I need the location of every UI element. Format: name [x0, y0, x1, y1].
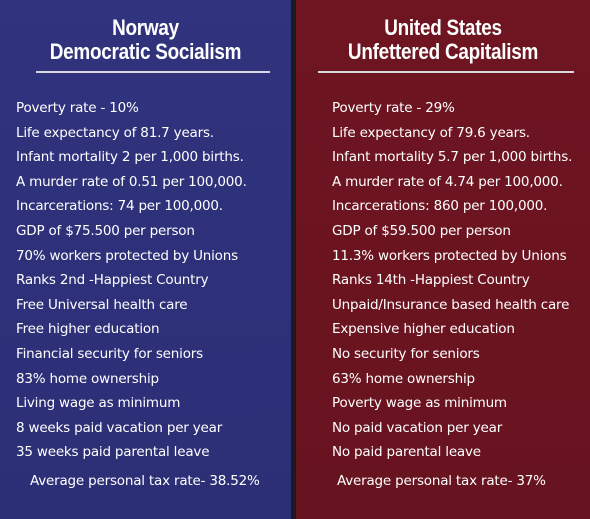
norway-stat-item: GDP of $75.500 per person	[16, 222, 195, 239]
norway-title-country: Norway	[112, 15, 179, 40]
us-stat-item: Ranks 14th -Happiest Country	[332, 272, 530, 289]
us-stat-item: 11.3% workers protected by Unions	[332, 247, 567, 264]
norway-stat-item: 83% home ownership	[16, 370, 159, 387]
norway-stat-item: 8 weeks paid vacation per year	[16, 419, 223, 436]
norway-title-underline	[36, 71, 270, 73]
us-stat-item: Poverty rate - 29%	[332, 100, 455, 116]
us-stat-item: No paid parental leave	[332, 444, 481, 461]
norway-stat-item: A murder rate of 0.51 per 100,000.	[16, 173, 247, 190]
panel-divider	[291, 0, 296, 519]
us-stat-item: Incarcerations: 860 per 100,000.	[332, 198, 548, 215]
us-title-country: United States	[384, 15, 502, 40]
norway-stat-item: Life expectancy of 81.7 years.	[16, 124, 214, 141]
us-stat-item: Unpaid/Insurance based health care	[332, 296, 570, 313]
norway-title-system: Democratic Socialism	[49, 39, 242, 64]
norway-stat-item: Financial security for seniors	[16, 345, 203, 362]
us-tax-rate: Average personal tax rate- 37%	[337, 473, 546, 489]
us-stats-list: Poverty rate - 29% Life expectancy of 79…	[332, 96, 572, 465]
us-title-system: Unfettered Capitalism	[347, 39, 539, 64]
norway-tax-rate: Average personal tax rate- 38.52%	[30, 473, 260, 489]
us-stat-item: Life expectancy of 79.6 years.	[332, 124, 530, 141]
us-stat-item: Infant mortality 5.7 per 1,000 births.	[332, 149, 573, 166]
us-title-underline	[318, 71, 574, 73]
us-stat-item: A murder rate of 4.74 per 100,000.	[332, 173, 563, 190]
norway-stat-item: Living wage as minimum	[16, 395, 181, 412]
us-stat-item: Poverty wage as minimum	[332, 395, 507, 412]
norway-stat-item: Free Universal health care	[16, 296, 188, 313]
norway-stat-item: Poverty rate - 10%	[16, 100, 139, 116]
us-stat-item: 63% home ownership	[332, 370, 475, 387]
us-stat-item: No paid vacation per year	[332, 419, 503, 436]
norway-stat-item: Infant mortality 2 per 1,000 births.	[16, 149, 244, 166]
norway-stat-item: Free higher education	[16, 321, 160, 338]
norway-stat-item: Ranks 2nd -Happiest Country	[16, 272, 209, 289]
norway-stat-item: Incarcerations: 74 per 100,000.	[16, 198, 223, 215]
us-title: United States Unfettered Capitalism	[317, 16, 570, 64]
norway-stat-item: 70% workers protected by Unions	[16, 247, 238, 264]
norway-stat-item: 35 weeks paid parental leave	[16, 444, 210, 461]
us-stat-item: No security for seniors	[332, 345, 480, 362]
us-stat-item: Expensive higher education	[332, 321, 515, 338]
norway-panel: Norway Democratic Socialism Poverty rate…	[0, 0, 291, 519]
us-panel: United States Unfettered Capitalism Pove…	[296, 0, 590, 519]
us-stat-item: GDP of $59.500 per person	[332, 222, 511, 239]
norway-stats-list: Poverty rate - 10% Life expectancy of 81…	[16, 96, 247, 465]
norway-title: Norway Democratic Socialism	[20, 16, 270, 64]
